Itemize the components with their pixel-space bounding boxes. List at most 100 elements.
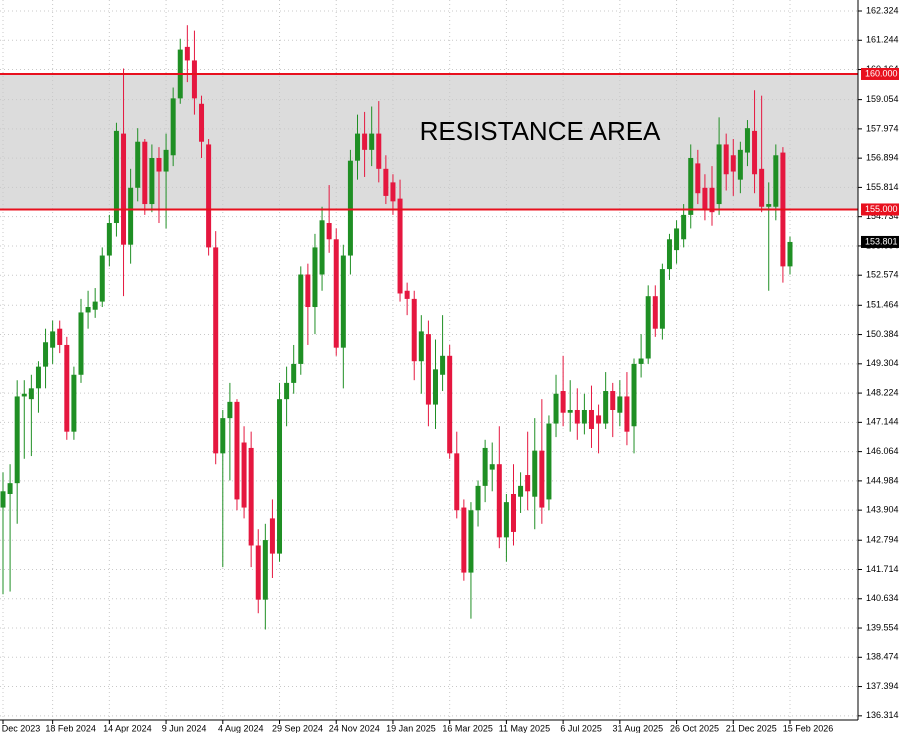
candle-body	[737, 149, 743, 180]
y-tick-label: 154.734	[866, 211, 899, 221]
y-tick-label: 146.064	[866, 446, 899, 456]
candle-body	[149, 157, 155, 205]
candle-body	[532, 450, 538, 497]
candle-body	[496, 464, 502, 538]
candle-body	[142, 141, 148, 205]
candle-body	[376, 133, 382, 169]
candle-body	[475, 485, 481, 511]
candle-body	[298, 274, 304, 364]
y-tick-label: 142.794	[866, 535, 899, 545]
candle-body	[99, 255, 105, 302]
x-tick-label: 16 Mar 2025	[442, 723, 493, 733]
candle-body	[355, 133, 361, 161]
candle-body	[716, 144, 722, 205]
candle-body	[638, 358, 644, 364]
candle-body	[92, 301, 98, 310]
x-tick-label: 31 Aug 2025	[613, 723, 664, 733]
candle-body	[539, 450, 545, 508]
y-tick-label: 150.384	[866, 329, 899, 339]
y-tick-label: 144.984	[866, 475, 899, 485]
y-tick-label: 159.054	[866, 94, 899, 104]
y-tick-label: 140.634	[866, 593, 899, 603]
y-tick-label: 151.464	[866, 300, 899, 310]
candle-body	[191, 60, 197, 99]
current-price: 153.801	[865, 236, 898, 246]
candle-body	[255, 545, 261, 600]
candle-body	[28, 388, 34, 400]
y-tick-label: 143.904	[866, 505, 899, 515]
candle-body	[7, 483, 13, 495]
candle-body	[277, 399, 283, 554]
candle-body	[284, 382, 290, 400]
candle-body	[695, 163, 701, 194]
candle-body	[744, 128, 750, 153]
x-tick-label: 14 Apr 2024	[103, 723, 152, 733]
candle-body	[482, 447, 488, 486]
level-label: 160.000	[865, 68, 898, 78]
candle-body	[773, 155, 779, 207]
candle-body	[291, 363, 297, 383]
level-label-box	[861, 67, 899, 80]
y-tick-label: 141.714	[866, 564, 899, 574]
candle-body	[518, 485, 524, 497]
annotation: RESISTANCE AREA	[420, 116, 661, 146]
candle-body	[688, 157, 694, 215]
y-tick-label: 162.324	[866, 5, 899, 15]
axis-bg	[859, 0, 900, 733]
candle-body	[227, 401, 233, 419]
candle-body	[617, 396, 623, 413]
candle-body	[234, 401, 240, 500]
x-tick-label: Dec 2023	[2, 723, 41, 733]
candle-body	[766, 204, 772, 207]
candle-body	[567, 409, 573, 413]
candle-body	[362, 133, 368, 150]
candle-body	[312, 247, 318, 308]
candle-body	[50, 331, 56, 348]
candle-body	[326, 223, 332, 240]
candle-body	[652, 296, 658, 329]
candle-body	[681, 214, 687, 240]
x-tick-label: 18 Feb 2024	[45, 723, 96, 733]
candle-body	[546, 423, 552, 500]
y-tick-label: 139.554	[866, 622, 899, 632]
candle-body	[631, 363, 637, 427]
candle-body	[702, 187, 708, 210]
candle-body	[596, 415, 602, 424]
candle-body	[418, 331, 424, 362]
y-tick-label: 156.894	[866, 153, 899, 163]
candle-body	[333, 239, 339, 348]
candle-body	[752, 130, 758, 175]
candle-body	[709, 187, 715, 213]
candle-body	[574, 409, 580, 424]
candle-body	[71, 374, 77, 432]
x-tick-label: 21 Dec 2025	[726, 723, 777, 733]
candle-body	[454, 453, 460, 511]
candle-body	[206, 144, 212, 248]
y-tick-label: 138.474	[866, 652, 899, 662]
y-tick-label: 136.314	[866, 710, 899, 720]
candle-body	[603, 391, 609, 424]
x-tick-label: 24 Nov 2024	[329, 723, 380, 733]
level-label: 155.000	[865, 204, 898, 214]
candle-body	[163, 149, 169, 172]
candle-body	[64, 344, 70, 432]
candle-body	[121, 133, 127, 245]
candle-body	[106, 223, 112, 256]
x-tick-label: 6 Jul 2025	[560, 723, 602, 733]
candle-body	[0, 491, 6, 508]
candle-body	[510, 494, 516, 532]
y-tick-label: 155.814	[866, 182, 899, 192]
candle-body	[78, 312, 84, 375]
candle-body	[759, 168, 765, 207]
candle-body	[21, 393, 27, 397]
candle-body	[581, 409, 587, 424]
candle-body	[425, 334, 431, 405]
candle-body	[730, 155, 736, 172]
candle-body	[588, 409, 594, 429]
candle-body	[241, 442, 247, 508]
candle-body	[305, 274, 311, 308]
candle-body	[113, 130, 119, 224]
x-tick-label: 29 Sep 2024	[272, 723, 323, 733]
candle-body	[319, 220, 325, 275]
